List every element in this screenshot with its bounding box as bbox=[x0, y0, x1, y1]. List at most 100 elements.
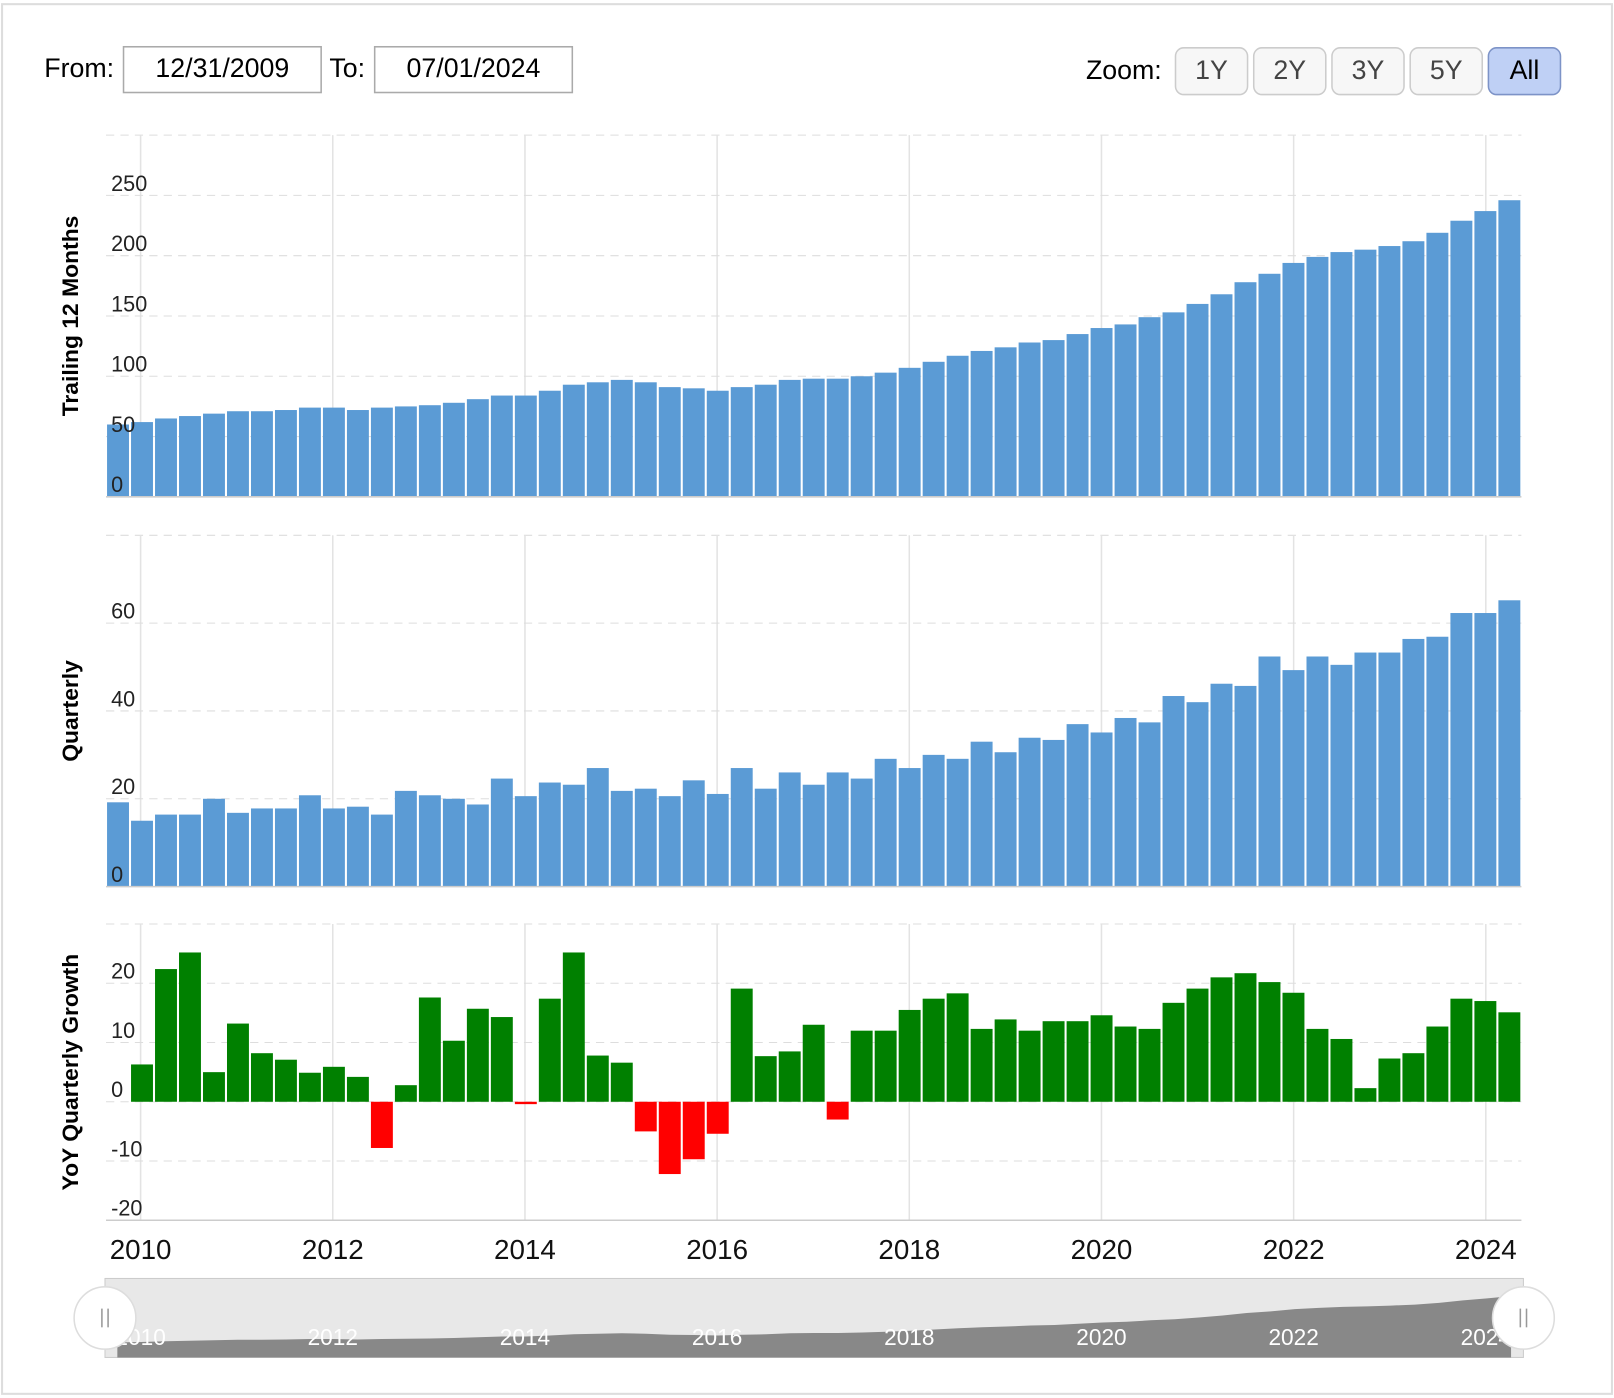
bar bbox=[850, 778, 873, 887]
zoom-button[interactable] bbox=[1174, 47, 1249, 96]
bar bbox=[658, 1101, 681, 1175]
to-label: To: bbox=[329, 53, 365, 83]
from-input[interactable] bbox=[122, 45, 322, 94]
bar bbox=[1210, 294, 1233, 497]
bar bbox=[1354, 1088, 1377, 1102]
zoom-button[interactable] bbox=[1331, 47, 1405, 96]
bar bbox=[274, 410, 297, 497]
zoom-button[interactable] bbox=[1252, 47, 1327, 96]
bar bbox=[682, 388, 705, 497]
y-tick-label: 200 bbox=[111, 231, 147, 256]
bar bbox=[394, 406, 417, 497]
bar bbox=[370, 1101, 393, 1148]
bar bbox=[1306, 256, 1329, 497]
bar bbox=[1186, 303, 1209, 497]
bar bbox=[394, 1085, 417, 1102]
navigator-handle[interactable] bbox=[73, 1286, 137, 1350]
bar bbox=[1330, 252, 1353, 497]
navigator-handle[interactable] bbox=[1491, 1286, 1556, 1350]
bar bbox=[1306, 1028, 1329, 1102]
bar bbox=[1258, 982, 1281, 1102]
to-input[interactable] bbox=[373, 45, 574, 94]
y-tick-label: 50 bbox=[111, 412, 135, 437]
bar bbox=[754, 788, 777, 887]
bar bbox=[1378, 652, 1401, 887]
zoom-button[interactable] bbox=[1409, 47, 1484, 96]
bar bbox=[1474, 1001, 1497, 1102]
bar bbox=[1402, 638, 1425, 887]
bar bbox=[1258, 656, 1281, 887]
bar bbox=[610, 790, 633, 887]
bar bbox=[1090, 328, 1113, 497]
y-tick-label: 150 bbox=[111, 291, 147, 316]
bar bbox=[538, 998, 561, 1102]
bar bbox=[970, 350, 993, 497]
bar bbox=[730, 988, 753, 1102]
bar bbox=[1498, 600, 1521, 887]
bar bbox=[155, 969, 177, 1102]
navigator-label: 2020 bbox=[1076, 1324, 1126, 1350]
bar bbox=[1474, 211, 1497, 497]
bar bbox=[1186, 988, 1209, 1102]
zoom-button[interactable] bbox=[1487, 47, 1562, 96]
y-tick-label: 0 bbox=[111, 472, 123, 497]
bar bbox=[203, 798, 225, 887]
bar bbox=[826, 378, 849, 497]
zoom-label: Zoom: bbox=[1086, 55, 1162, 85]
y-tick-label: -20 bbox=[111, 1196, 142, 1221]
zoom-button-label[interactable]: 1Y bbox=[1195, 55, 1228, 85]
bar bbox=[131, 820, 153, 887]
bar bbox=[466, 399, 489, 497]
bar bbox=[1426, 232, 1449, 497]
zoom-button-label[interactable]: 2Y bbox=[1273, 55, 1306, 85]
x-tick-label: 2020 bbox=[1071, 1234, 1133, 1265]
to-value[interactable]: 07/01/2024 bbox=[407, 53, 541, 83]
bar bbox=[179, 416, 201, 497]
bar bbox=[298, 795, 321, 887]
y-axis-title: YoY Quarterly Growth bbox=[57, 954, 83, 1191]
bar bbox=[562, 784, 585, 887]
y-tick-label: 40 bbox=[111, 686, 135, 711]
bar bbox=[1498, 1012, 1521, 1102]
bar bbox=[131, 422, 153, 497]
bar bbox=[250, 808, 273, 887]
from-label: From: bbox=[44, 53, 114, 83]
bar bbox=[107, 424, 129, 497]
bar bbox=[1114, 324, 1137, 497]
bar bbox=[155, 814, 177, 887]
bar bbox=[658, 387, 681, 497]
bar bbox=[1378, 1058, 1401, 1102]
bar bbox=[1138, 317, 1161, 497]
bar bbox=[1210, 683, 1233, 887]
bar bbox=[1402, 1053, 1425, 1102]
bar bbox=[1234, 282, 1257, 497]
zoom-button-label[interactable]: 5Y bbox=[1430, 55, 1463, 85]
bar bbox=[466, 804, 489, 887]
bar bbox=[226, 812, 249, 887]
bar bbox=[850, 1030, 873, 1102]
bar bbox=[610, 1062, 633, 1102]
bar bbox=[1378, 246, 1401, 497]
y-tick-label: 60 bbox=[111, 598, 135, 623]
bar bbox=[1138, 722, 1161, 887]
from-value[interactable]: 12/31/2009 bbox=[155, 53, 289, 83]
bar bbox=[802, 378, 825, 497]
y-tick-label: 20 bbox=[111, 959, 135, 984]
bar bbox=[634, 382, 657, 497]
bar bbox=[370, 407, 393, 497]
zoom-button-label[interactable]: 3Y bbox=[1352, 55, 1385, 85]
zoom-button-label[interactable]: All bbox=[1510, 55, 1540, 85]
bar bbox=[922, 754, 945, 887]
bar bbox=[1306, 656, 1329, 887]
x-tick-label: 2022 bbox=[1263, 1234, 1325, 1265]
bar bbox=[1018, 342, 1041, 497]
bar bbox=[1354, 652, 1377, 887]
bar bbox=[778, 772, 801, 887]
bar bbox=[514, 1101, 537, 1105]
bar bbox=[586, 768, 609, 887]
bar bbox=[562, 952, 585, 1102]
bar bbox=[634, 1101, 657, 1132]
bar bbox=[490, 395, 513, 497]
x-tick-label: 2016 bbox=[686, 1234, 748, 1265]
